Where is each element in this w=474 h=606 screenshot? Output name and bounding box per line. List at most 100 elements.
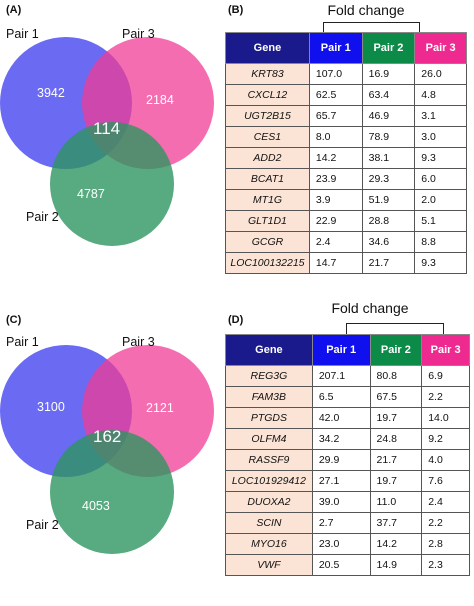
table-d-cell-pair1: 27.1 (311, 470, 371, 492)
table-b-cell-pair3: 4.8 (414, 84, 467, 106)
table-b-cell-gene: LOC100132215 (225, 252, 310, 274)
table-d-cell-pair3: 2.3 (421, 554, 470, 576)
table-d-cell-gene: LOC101929412 (225, 470, 313, 492)
table-b-cell-pair3: 26.0 (414, 63, 467, 85)
table-b-header-pair3: Pair 3 (414, 32, 467, 64)
table-b-cell-gene: GCGR (225, 231, 310, 253)
table-row: RASSF9 29.9 21.7 4.0 (225, 449, 470, 471)
table-d-cell-pair3: 14.0 (421, 407, 470, 429)
table-d-header-pair1: Pair 1 (311, 334, 371, 366)
table-b-cell-pair2: 28.8 (361, 210, 416, 232)
table-row: GLT1D1 22.9 28.8 5.1 (225, 210, 467, 232)
table-b-cell-pair1: 107.0 (308, 63, 363, 85)
table-b-cell-pair3: 5.1 (414, 210, 467, 232)
table-d-cell-pair2: 14.2 (369, 533, 423, 555)
table-row: LOC101929412 27.1 19.7 7.6 (225, 470, 470, 492)
table-b-header-gene: Gene (225, 32, 310, 64)
table-b-cell-gene: GLT1D1 (225, 210, 310, 232)
table-d-cell-pair1: 23.0 (311, 533, 371, 555)
table-b-cell-gene: ADD2 (225, 147, 310, 169)
venn-a-only1-count: 3942 (37, 86, 65, 100)
table-row: MYO16 23.0 14.2 2.8 (225, 533, 470, 555)
table-d-cell-pair1: 20.5 (311, 554, 371, 576)
table-row: MT1G 3.9 51.9 2.0 (225, 189, 467, 211)
table-row: BCAT1 23.9 29.3 6.0 (225, 168, 467, 190)
table-row: REG3G 207.1 80.8 6.9 (225, 365, 470, 387)
table-d-cell-pair1: 29.9 (311, 449, 371, 471)
table-d-header-pair3: Pair 3 (421, 334, 470, 366)
gene-table-d: Gene Pair 1 Pair 2 Pair 3 REG3G 207.1 80.8… (225, 334, 470, 576)
table-b-cell-pair1: 65.7 (308, 105, 363, 127)
venn-c-circle-pair2 (50, 430, 174, 554)
table-b-cell-gene: CES1 (225, 126, 310, 148)
table-d-cell-pair3: 9.2 (421, 428, 470, 450)
table-b-cell-pair1: 23.9 (308, 168, 363, 190)
table-b-cell-pair1: 3.9 (308, 189, 363, 211)
table-b-header-row: Gene Pair 1 Pair 2 Pair 3 (225, 32, 467, 64)
table-row: CES1 8.0 78.9 3.0 (225, 126, 467, 148)
table-d-cell-pair1: 34.2 (311, 428, 371, 450)
table-d-cell-pair3: 6.9 (421, 365, 470, 387)
table-d-header-gene: Gene (225, 334, 313, 366)
table-d-cell-pair2: 21.7 (369, 449, 423, 471)
table-d-header-pair2: Pair 2 (369, 334, 423, 366)
gene-table-b: Gene Pair 1 Pair 2 Pair 3 KRT83 107.0 16.9… (225, 32, 467, 274)
table-row: FAM3B 6.5 67.5 2.2 (225, 386, 470, 408)
table-row: SCIN 2.7 37.7 2.2 (225, 512, 470, 534)
table-row: UGT2B15 65.7 46.9 3.1 (225, 105, 467, 127)
table-d-cell-pair3: 4.0 (421, 449, 470, 471)
table-b-cell-pair1: 2.4 (308, 231, 363, 253)
table-b-cell-pair2: 51.9 (361, 189, 416, 211)
table-b-cell-pair3: 3.0 (414, 126, 467, 148)
table-row: PTGDS 42.0 19.7 14.0 (225, 407, 470, 429)
panel-label-b: (B) (228, 4, 244, 16)
table-d-cell-gene: PTGDS (225, 407, 313, 429)
table-row: CXCL12 62.5 63.4 4.8 (225, 84, 467, 106)
table-d-cell-gene: MYO16 (225, 533, 313, 555)
table-d-cell-gene: OLFM4 (225, 428, 313, 450)
table-d-cell-pair2: 11.0 (369, 491, 423, 513)
venn-a-center-count: 114 (93, 119, 120, 138)
table-b-cell-pair3: 2.0 (414, 189, 467, 211)
table-d-cell-pair2: 14.9 (369, 554, 423, 576)
table-row: GCGR 2.4 34.6 8.8 (225, 231, 467, 253)
table-b-cell-pair2: 29.3 (361, 168, 416, 190)
table-row: DUOXA2 39.0 11.0 2.4 (225, 491, 470, 513)
venn-diagram-c: Pair 1 Pair 3 Pair 2 3100 2121 162 4053 (0, 335, 214, 554)
venn-c-center-count: 162 (93, 427, 121, 446)
table-d-cell-pair2: 19.7 (369, 470, 423, 492)
table-b-cell-pair3: 9.3 (414, 252, 467, 274)
table-b-cell-pair3: 6.0 (414, 168, 467, 190)
table-b-cell-pair1: 14.2 (308, 147, 363, 169)
table-d-cell-pair1: 39.0 (311, 491, 371, 513)
table-row: KRT83 107.0 16.9 26.0 (225, 63, 467, 85)
fold-change-label-b: Fold change (327, 2, 405, 18)
table-d-cell-gene: RASSF9 (225, 449, 313, 471)
venn-c-pair3-label: Pair 3 (122, 335, 155, 349)
table-b-cell-pair2: 63.4 (361, 84, 416, 106)
table-b-cell-pair2: 78.9 (361, 126, 416, 148)
table-d-cell-pair3: 7.6 (421, 470, 470, 492)
panel-label-a: (A) (6, 4, 22, 16)
table-b-cell-gene: KRT83 (225, 63, 310, 85)
venn-a-only2-count: 4787 (77, 187, 105, 201)
table-b-cell-pair3: 8.8 (414, 231, 467, 253)
table-d-cell-pair1: 2.7 (311, 512, 371, 534)
table-b-header-pair2: Pair 2 (361, 32, 416, 64)
table-d-cell-gene: VWF (225, 554, 313, 576)
table-b-cell-pair3: 9.3 (414, 147, 467, 169)
table-d-cell-pair2: 19.7 (369, 407, 423, 429)
table-d-cell-pair1: 207.1 (311, 365, 371, 387)
table-d-cell-pair3: 2.2 (421, 386, 470, 408)
fold-change-label-d: Fold change (331, 300, 409, 316)
table-b-cell-gene: UGT2B15 (225, 105, 310, 127)
table-b-cell-gene: CXCL12 (225, 84, 310, 106)
table-d-cell-pair3: 2.8 (421, 533, 470, 555)
table-d-cell-pair1: 42.0 (311, 407, 371, 429)
venn-c-only2-count: 4053 (82, 499, 110, 513)
table-d-cell-pair2: 67.5 (369, 386, 423, 408)
table-b-cell-pair2: 34.6 (361, 231, 416, 253)
table-b-cell-pair2: 21.7 (361, 252, 416, 274)
table-d-cell-gene: SCIN (225, 512, 313, 534)
table-d-cell-pair2: 37.7 (369, 512, 423, 534)
